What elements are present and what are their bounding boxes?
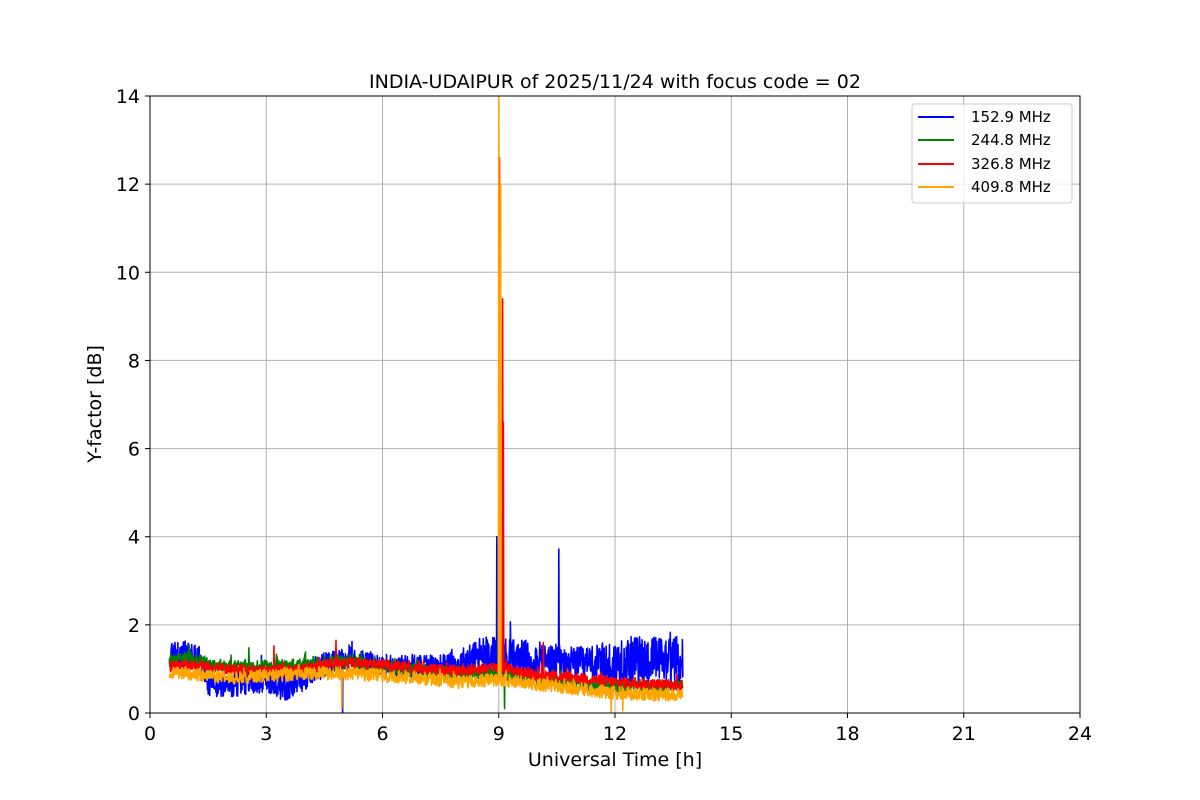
x-axis-label: Universal Time [h]: [528, 749, 702, 771]
y-axis-label: Y-factor [dB]: [84, 345, 106, 464]
legend-label-244-8: 244.8 MHz: [971, 131, 1051, 149]
legend-label-152-9: 152.9 MHz: [971, 108, 1051, 126]
series-layer: [168, 96, 684, 713]
x-tick-label: 15: [719, 723, 743, 745]
x-tick-label: 12: [603, 723, 627, 745]
legend-frame: [911, 103, 1073, 204]
chart-title: INDIA-UDAIPUR of 2025/11/24 with focus c…: [369, 71, 861, 93]
x-tick-label: 24: [1068, 723, 1092, 745]
x-tick-label: 6: [376, 723, 388, 745]
y-tick-label: 2: [128, 615, 140, 637]
y-tick-label: 0: [128, 703, 140, 725]
x-tick-label: 21: [952, 723, 976, 745]
y-tick-label: 6: [128, 439, 140, 461]
y-tick-label: 14: [116, 86, 140, 108]
y-tick-label: 12: [116, 174, 140, 196]
series-line-409-8-mhz: [168, 96, 684, 713]
legend: 152.9 MHz 244.8 MHz 326.8 MHz 409.8 MHz: [911, 103, 1073, 204]
x-tick-label: 0: [144, 723, 156, 745]
y-tick-label: 4: [128, 527, 140, 549]
y-tick-label: 10: [116, 262, 140, 284]
legend-label-326-8: 326.8 MHz: [971, 155, 1051, 173]
series-line-152-9-mhz: [168, 535, 684, 713]
x-tick-label: 9: [493, 723, 505, 745]
y-tick-label: 8: [128, 350, 140, 372]
x-tick-label: 18: [835, 723, 859, 745]
legend-label-409-8: 409.8 MHz: [971, 178, 1051, 196]
x-tick-label: 3: [260, 723, 272, 745]
